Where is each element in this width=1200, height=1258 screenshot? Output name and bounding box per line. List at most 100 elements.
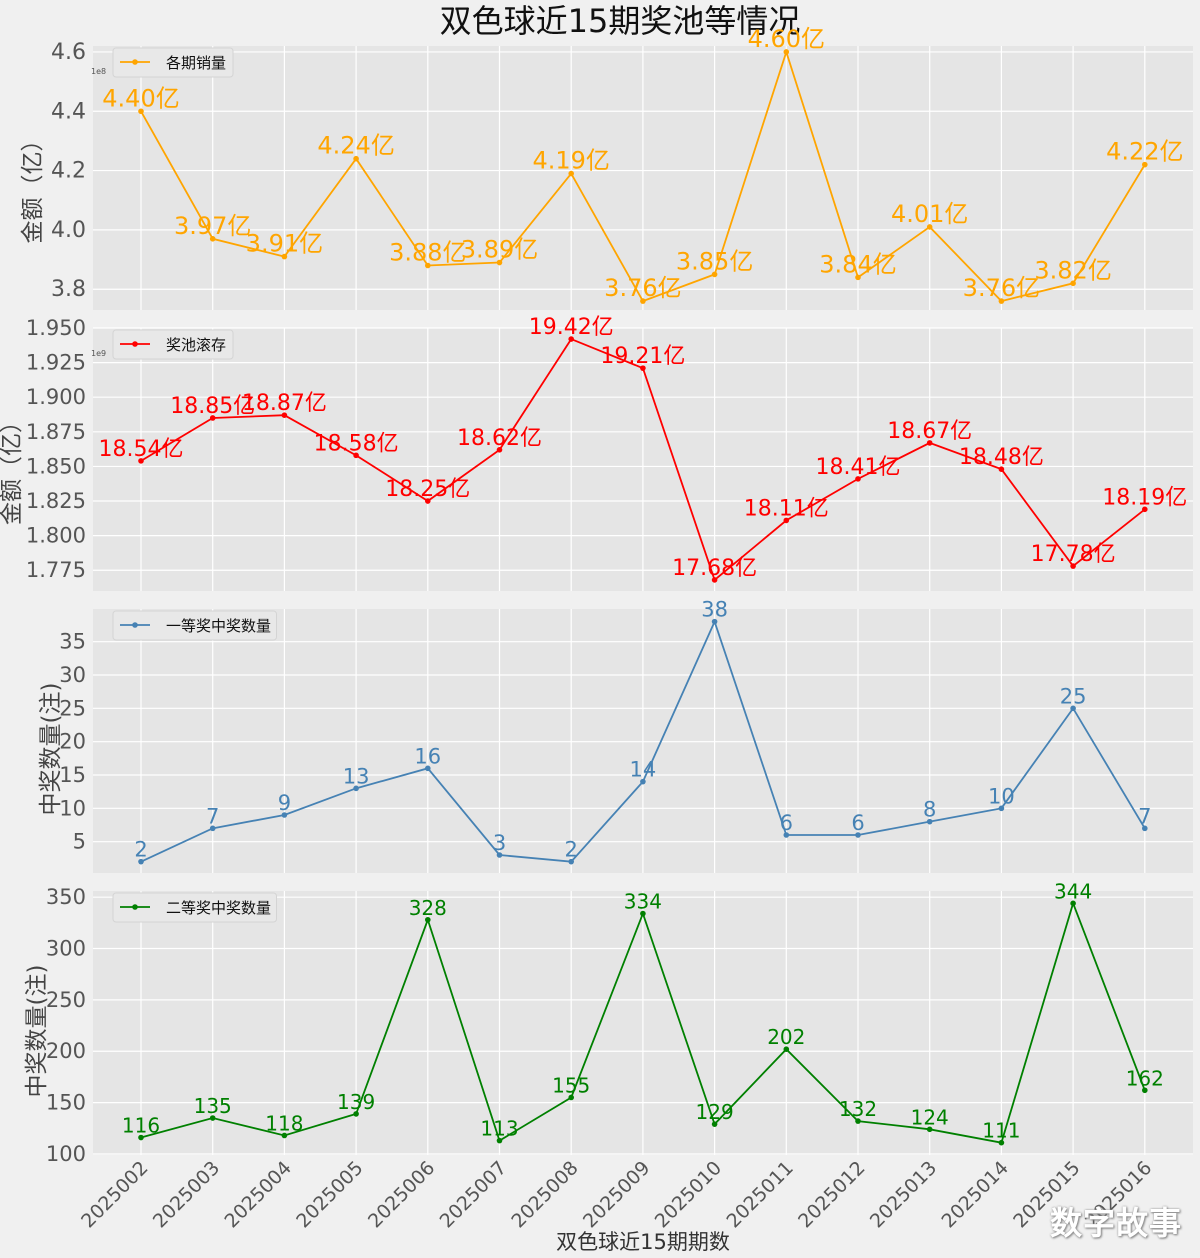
data-point [1142,1087,1148,1094]
data-point [640,910,646,917]
data-label: 7 [206,804,219,828]
data-point [353,785,359,792]
data-label: 18.41亿 [816,455,901,480]
x-tick-label: 2025003 [149,1157,224,1232]
data-label: 8 [923,798,936,822]
data-point [281,1132,288,1139]
data-point [496,852,503,858]
data-label: 344 [1054,879,1092,903]
data-label: 18.58亿 [314,431,399,456]
data-label: 3.84亿 [819,250,896,278]
legend-label: 二等奖中奖数量 [166,899,271,917]
data-point [209,236,216,242]
data-label: 2 [565,838,578,862]
data-point [926,1126,933,1133]
y-tick-label: 10 [59,796,86,820]
data-label: 13 [343,764,370,788]
x-tick-label: 2025014 [938,1157,1013,1232]
data-label: 3.88亿 [389,239,466,267]
y-axis-label: 金额（亿） [0,410,25,525]
axis-offset-text: 1e9 [91,349,106,358]
data-point [783,517,790,524]
data-label: 7 [1138,804,1151,828]
data-label: 4.01亿 [891,200,968,228]
y-axis-label: 中奖数量(注) [24,965,50,1098]
data-label: 19.21亿 [600,344,685,369]
data-label: 6 [851,811,864,835]
data-point [711,1121,718,1127]
data-label: 17.78亿 [1031,542,1116,567]
y-tick-label: 4.6 [51,40,86,65]
data-point [568,170,574,177]
y-tick-label: 100 [46,1142,86,1166]
x-tick-label: 2025004 [221,1157,296,1232]
data-label: 132 [839,1097,877,1121]
data-label: 18.67亿 [887,419,972,444]
legend-box [112,610,277,641]
x-tick-label: 2025002 [77,1157,152,1232]
y-tick-label: 1.900 [26,385,86,409]
legend-marker [132,622,138,628]
data-point [353,1111,359,1117]
x-tick-label: 2025012 [794,1157,869,1232]
data-point [425,765,431,772]
data-label: 17.68亿 [672,556,757,581]
data-point [998,805,1005,812]
data-label: 9 [278,791,291,815]
y-tick-label: 4.2 [51,159,86,184]
data-point [568,858,574,865]
data-point [855,1118,861,1124]
data-label: 18.19亿 [1102,485,1187,510]
data-point [281,412,288,419]
data-point [711,271,718,278]
y-tick-label: 4.0 [51,218,86,243]
legend-label: 一等奖中奖数量 [166,617,271,635]
data-point [1070,280,1076,287]
data-label: 18.85亿 [170,394,255,419]
y-tick-label: 200 [46,1039,86,1063]
data-label: 18.48亿 [959,445,1044,470]
watermark: 数字故事 [1049,1204,1182,1242]
data-point [281,253,288,260]
y-tick-label: 1.775 [26,558,86,582]
legend-box [112,329,234,360]
x-tick-label: 2025009 [579,1157,654,1232]
legend-marker [132,59,138,65]
data-point [855,476,861,482]
data-point [783,49,790,55]
data-point [855,832,861,838]
data-point [640,298,646,304]
data-point [783,832,790,838]
data-label: 4.19亿 [532,147,609,175]
data-label: 4.40亿 [102,84,179,112]
data-point [711,618,718,625]
x-tick-label: 2025008 [507,1157,582,1232]
data-label: 334 [624,890,662,914]
data-label: 155 [552,1073,590,1097]
data-label: 162 [1126,1066,1164,1090]
data-point [138,1134,144,1141]
data-label: 18.62亿 [457,426,542,451]
x-axis-label: 双色球近15期期数 [556,1230,730,1254]
data-label: 10 [988,784,1015,808]
data-label: 19.42亿 [529,315,614,340]
data-label: 328 [409,896,447,920]
data-point [998,298,1005,304]
data-point [353,452,359,459]
data-label: 116 [122,1114,160,1138]
data-point [783,1046,790,1052]
data-point [926,818,933,825]
legend-marker [132,904,138,910]
y-tick-label: 5 [73,830,86,854]
y-tick-label: 4.4 [51,99,86,124]
data-label: 25 [1060,684,1087,708]
data-point [998,1139,1005,1146]
data-point [425,498,431,504]
data-label: 124 [911,1105,949,1129]
data-label: 3.76亿 [963,274,1040,302]
data-label: 38 [701,598,728,622]
data-label: 3.76亿 [604,274,681,302]
y-tick-label: 30 [59,663,86,687]
chart-panel-4: 100 150 200 250 300 350 中奖数量(注) 116 135 118 139 328… [24,879,1193,1232]
data-label: 2 [134,838,147,862]
